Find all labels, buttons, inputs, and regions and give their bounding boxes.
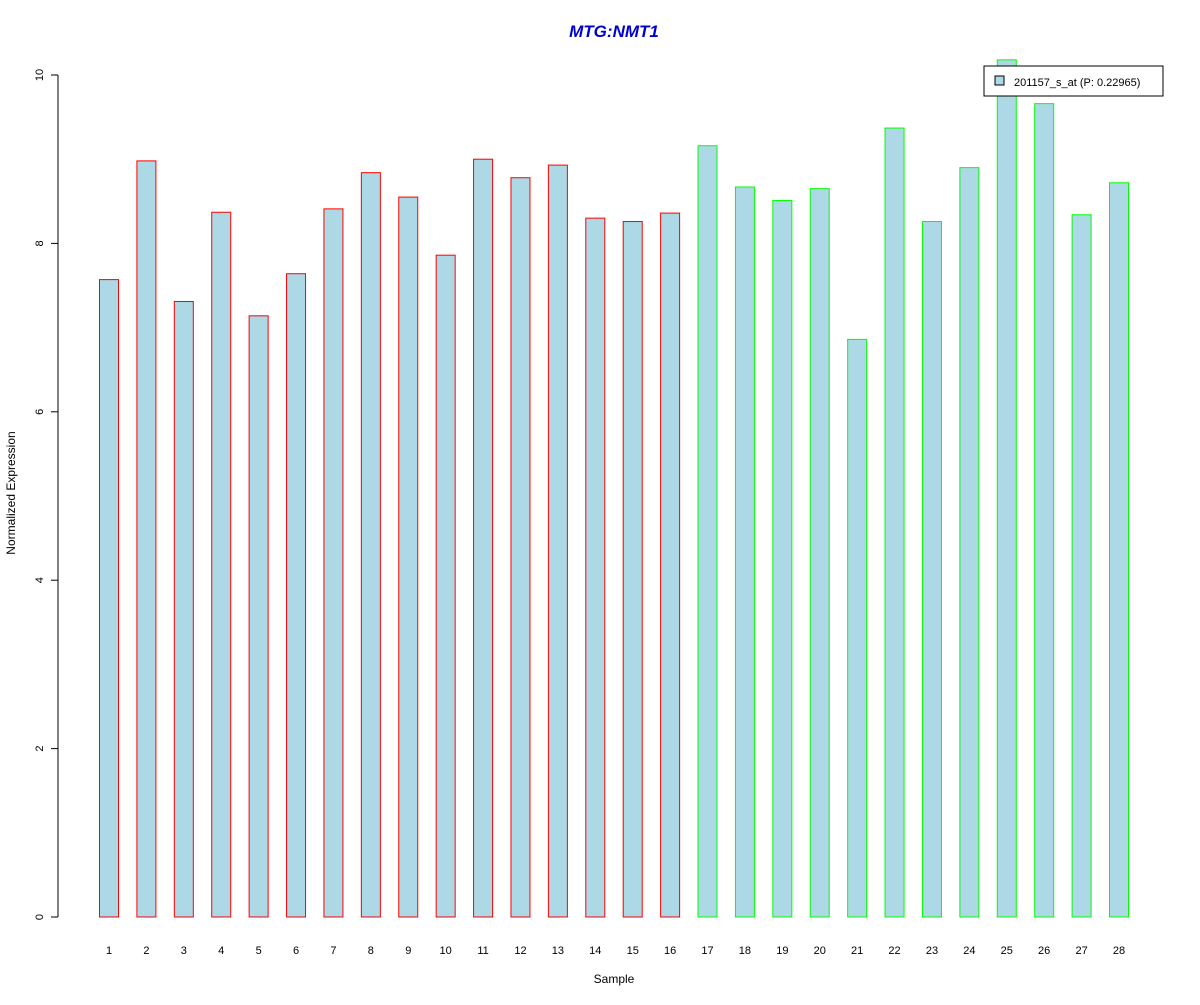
y-tick-label: 8 — [34, 240, 46, 246]
x-tick-label: 22 — [888, 945, 900, 957]
bar-sample-5 — [248, 315, 269, 918]
x-tick-label: 20 — [814, 945, 826, 957]
bar-sample-11 — [473, 158, 494, 918]
bar-sample-28 — [1109, 182, 1129, 918]
x-tick-label: 17 — [701, 945, 713, 957]
y-tick-label: 10 — [34, 69, 46, 81]
bar-sample-3 — [173, 300, 194, 918]
x-tick-label: 12 — [514, 945, 526, 957]
x-tick-label: 16 — [664, 945, 676, 957]
legend-entry-label: 201157_s_at (P: 0.22965) — [1014, 77, 1140, 89]
bar-sample-26 — [1034, 103, 1055, 918]
y-axis: 0 2 4 6 8 10 — [34, 69, 59, 920]
bar-sample-14 — [585, 217, 606, 918]
bar-series — [99, 59, 1129, 918]
bar-sample-7 — [323, 208, 344, 918]
x-tick-label: 19 — [776, 945, 788, 957]
bar-sample-25 — [996, 59, 1017, 918]
bar-sample-4 — [211, 211, 232, 918]
x-tick-label: 13 — [552, 945, 564, 957]
bar-sample-19 — [772, 199, 793, 918]
legend: 201157_s_at (P: 0.22965) — [983, 65, 1164, 97]
x-tick-label: 23 — [926, 945, 938, 957]
x-tick-label: 11 — [477, 945, 488, 957]
x-tick-label: 7 — [330, 945, 336, 957]
y-tick-label: 0 — [34, 914, 46, 920]
bar-sample-22 — [884, 127, 905, 918]
bar-sample-15 — [622, 221, 643, 918]
x-axis-tick-labels: 1 2 3 4 5 6 7 8 9 10 11 12 13 14 15 16 17 18 19 20 21 22 23 24 2… — [106, 945, 1125, 957]
x-tick-label: 1 — [106, 945, 112, 957]
legend-box — [983, 65, 1164, 97]
x-tick-label: 9 — [405, 945, 411, 957]
bar-sample-20 — [809, 188, 830, 918]
x-tick-label: 24 — [963, 945, 975, 957]
x-tick-label: 14 — [589, 945, 601, 957]
x-tick-label: 4 — [218, 945, 224, 957]
bar-sample-6 — [286, 273, 307, 918]
x-tick-label: 2 — [143, 945, 149, 957]
bar-sample-10 — [435, 254, 456, 918]
bar-sample-9 — [398, 196, 419, 918]
bar-sample-16 — [660, 212, 681, 918]
bar-sample-23 — [921, 221, 942, 918]
bar-sample-24 — [959, 167, 980, 918]
bar-sample-8 — [360, 172, 381, 918]
bar-sample-1 — [99, 279, 119, 918]
x-tick-label: 10 — [440, 945, 452, 957]
bar-sample-27 — [1071, 214, 1092, 918]
x-tick-label: 15 — [627, 945, 639, 957]
x-tick-label: 18 — [739, 945, 751, 957]
bar-sample-13 — [547, 164, 568, 918]
x-axis-label: Sample — [594, 972, 635, 986]
bar-sample-17 — [697, 145, 718, 918]
x-tick-label: 6 — [293, 945, 299, 957]
x-tick-label: 8 — [368, 945, 374, 957]
legend-swatch — [994, 75, 1005, 86]
x-tick-label: 25 — [1001, 945, 1013, 957]
chart-title: MTG:NMT1 — [569, 22, 659, 41]
x-tick-label: 5 — [256, 945, 262, 957]
bar-sample-18 — [734, 186, 755, 918]
y-tick-label: 2 — [34, 746, 46, 752]
bar-sample-2 — [136, 160, 157, 918]
bar-sample-21 — [847, 338, 868, 918]
x-tick-label: 28 — [1113, 945, 1125, 957]
y-axis-label: Normalized Expression — [4, 431, 18, 554]
x-tick-label: 27 — [1075, 945, 1087, 957]
bar-sample-12 — [510, 177, 531, 918]
y-tick-label: 4 — [34, 577, 46, 583]
x-tick-label: 3 — [181, 945, 187, 957]
y-tick-label: 6 — [34, 409, 46, 415]
x-tick-label: 21 — [851, 945, 863, 957]
x-tick-label: 26 — [1038, 945, 1050, 957]
